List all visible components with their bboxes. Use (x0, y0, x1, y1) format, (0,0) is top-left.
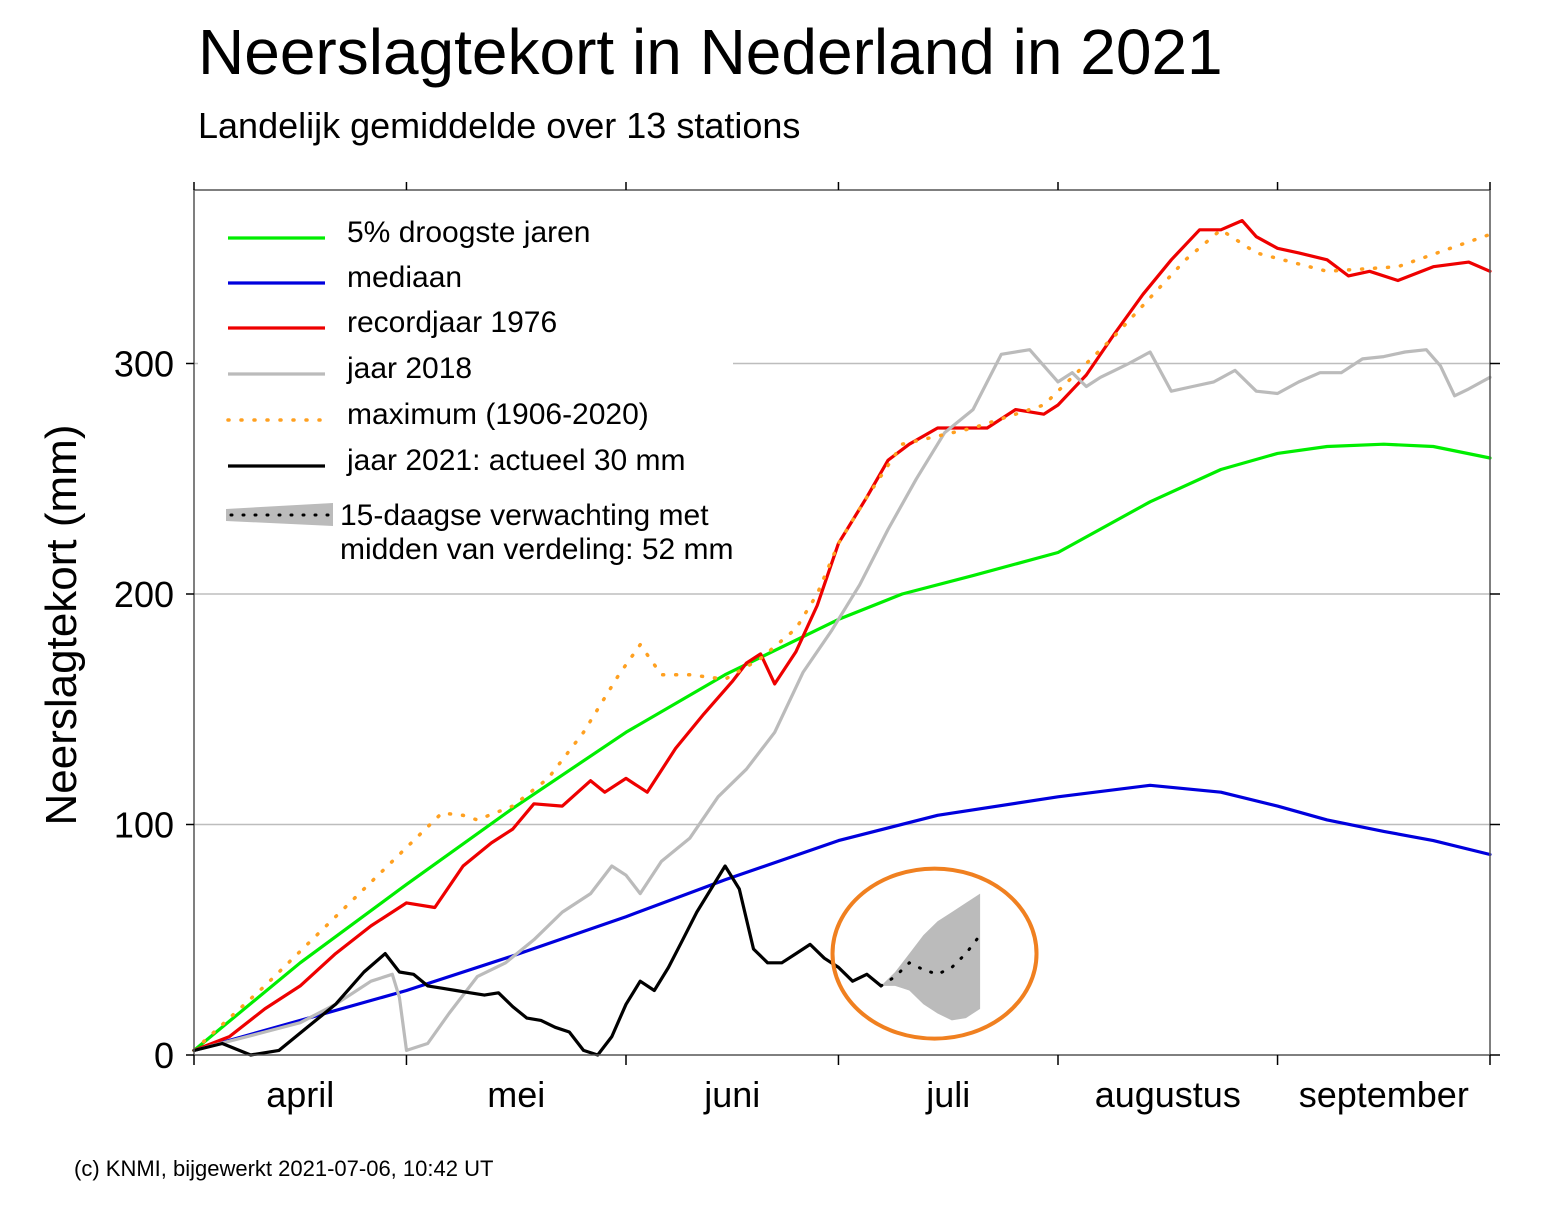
legend-label-forecast-0: 15-daagse verwachting met (340, 499, 709, 532)
y-tick-label-0: 0 (154, 1035, 174, 1076)
legend-label-0: 5% droogste jaren (347, 216, 591, 249)
series-line-5 (192, 864, 883, 1057)
legend-label-2: recordjaar 1976 (347, 306, 557, 339)
legend-label-5: jaar 2021: actueel 30 mm (346, 444, 686, 477)
forecast-band (881, 893, 981, 1021)
axes: 0 100 200 300 april mei juni juli augustus septem… (114, 182, 1500, 1115)
series-layer (192, 219, 1492, 1057)
credit-text: (c) KNMI, bijgewerkt 2021-07-06, 10:42 U… (74, 1156, 494, 1181)
series-line-3 (192, 348, 1492, 1052)
legend-label-4: maximum (1906-2020) (347, 398, 649, 431)
forecast-median-line (879, 933, 982, 988)
legend-label-1: mediaan (347, 261, 462, 294)
x-tick-label-juni: juni (703, 1074, 760, 1115)
y-tick-label-100: 100 (114, 805, 174, 846)
y-tick-label-200: 200 (114, 574, 174, 615)
legend-label-3: jaar 2018 (346, 352, 472, 385)
legend-mask (198, 198, 733, 398)
series-line-1 (192, 783, 1492, 1052)
y-tick-label-300: 300 (114, 344, 174, 385)
legend: 5% droogste jaren mediaan recordjaar 1976 j… (226, 216, 734, 566)
annotation-circle (830, 866, 1039, 1041)
x-tick-label-september: september (1299, 1074, 1469, 1115)
legend-background (198, 198, 733, 398)
x-tick-label-mei: mei (487, 1074, 545, 1115)
chart-subtitle: Landelijk gemiddelde over 13 stations (198, 105, 801, 146)
chart-title: Neerslagtekort in Nederland in 2021 (198, 16, 1223, 88)
legend-label-forecast-1: midden van verdeling: 52 mm (340, 533, 734, 566)
annotation-layer (830, 866, 1039, 1041)
plot-frame (193, 189, 1491, 1056)
x-tick-label-juli: juli (925, 1074, 970, 1115)
x-tick-label-april: april (266, 1074, 334, 1115)
grid-layer (194, 362, 1490, 826)
series-line-0 (192, 442, 1492, 1052)
x-tick-label-augustus: augustus (1095, 1074, 1241, 1115)
